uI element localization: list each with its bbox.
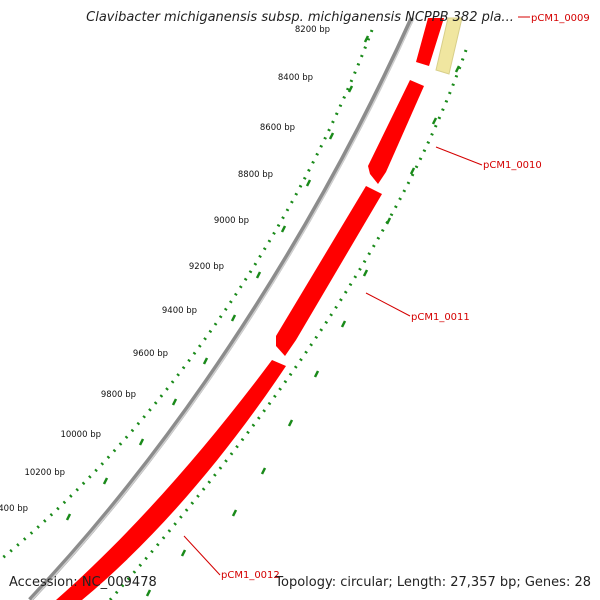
major-tick [363, 35, 370, 43]
inner-major-tick [313, 370, 320, 378]
gene-label-pCM1_0009[interactable]: pCM1_0009 [531, 13, 590, 24]
leader-line-pCM1_0011 [365, 292, 411, 317]
major-tick [305, 179, 312, 187]
leader-line-pCM1_0010 [435, 146, 483, 166]
inner-major-tick-group [145, 65, 461, 597]
major-tick [65, 513, 72, 521]
tick-label: 10000 bp [60, 430, 101, 440]
gene-arrow-pCM1_0010[interactable] [368, 80, 424, 184]
leader-line-pCM1_0012 [183, 535, 221, 576]
inner-major-tick [431, 117, 438, 125]
major-tick [171, 398, 178, 406]
tick-label: 9200 bp [189, 262, 224, 272]
backbone-arc [28, 16, 415, 600]
inner-major-tick [340, 320, 347, 328]
major-tick [328, 132, 335, 140]
major-tick [202, 357, 209, 365]
gene-fragment-yellow[interactable] [435, 17, 463, 75]
inner-major-tick [260, 467, 267, 475]
major-tick [347, 85, 354, 93]
inner-major-tick [145, 589, 152, 597]
tick-label: 8400 bp [278, 73, 313, 83]
inner-major-tick [287, 419, 294, 427]
tick-label: 9800 bp [101, 390, 136, 400]
gene-arrow-pCM1_0009[interactable] [416, 18, 444, 66]
gene-label-pCM1_0010[interactable]: pCM1_0010 [483, 160, 542, 171]
major-tick [255, 271, 262, 279]
major-tick-group [65, 35, 370, 521]
accession-text: Accession: NC_009478 [9, 575, 157, 590]
tick-label: 10200 bp [24, 468, 65, 478]
summary-text: Topology: circular; Length: 27,357 bp; G… [275, 575, 591, 590]
tick-label: 9000 bp [214, 216, 249, 226]
inner-major-tick [231, 509, 238, 517]
major-tick [280, 225, 287, 233]
inner-major-tick [180, 549, 187, 557]
gene-arrow-pCM1_0012[interactable] [56, 360, 286, 600]
tick-label: 9600 bp [133, 349, 168, 359]
backbone-highlight [31, 17, 415, 600]
gene-arrow-pCM1_0011[interactable] [276, 186, 382, 356]
major-tick [138, 438, 145, 446]
inner-major-tick [454, 65, 461, 73]
tick-label: 10400 bp [0, 504, 28, 514]
major-tick [230, 314, 237, 322]
gene-label-pCM1_0012[interactable]: pCM1_0012 [221, 570, 280, 581]
tick-label: 8200 bp [295, 25, 330, 35]
gene-label-pCM1_0011[interactable]: pCM1_0011 [411, 312, 470, 323]
map-title: Clavibacter michiganensis subsp. michiga… [86, 10, 514, 25]
inner-major-tick [385, 217, 392, 225]
tick-label-group: 8200 bp 8400 bp 8600 bp 8800 bp 9000 bp 9200 … [0, 25, 330, 514]
tick-label: 9400 bp [162, 306, 197, 316]
tick-label: 8600 bp [260, 123, 295, 133]
major-tick [102, 477, 109, 485]
tick-label: 8800 bp [238, 170, 273, 180]
inner-major-tick [409, 167, 416, 175]
inner-major-tick [362, 269, 369, 277]
